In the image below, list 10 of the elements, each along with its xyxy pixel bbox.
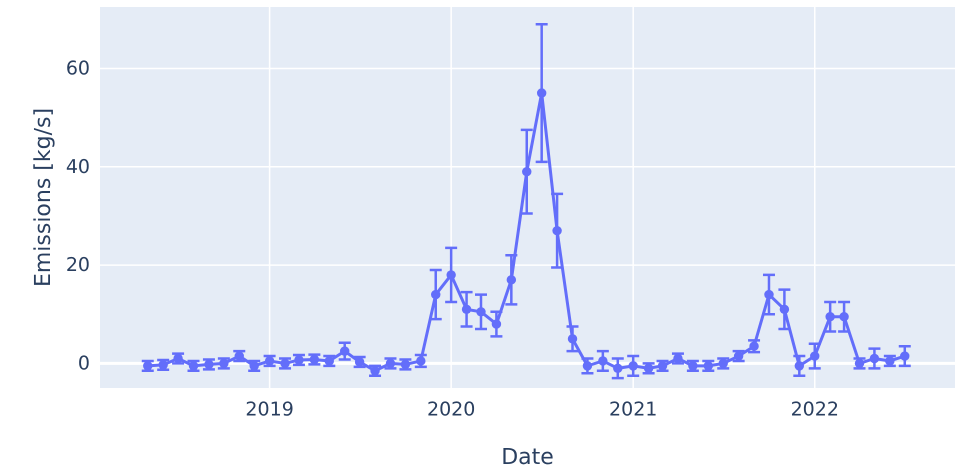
y-tick-label: 40 xyxy=(66,156,90,178)
x-tick-label: 2019 xyxy=(245,398,294,420)
x-tick-label: 2021 xyxy=(609,398,658,420)
y-tick-label: 20 xyxy=(66,254,90,276)
x-tick-label: 2022 xyxy=(790,398,839,420)
y-axis-title: Emissions [kg/s] xyxy=(31,108,56,288)
x-axis-title: Date xyxy=(501,445,554,470)
x-tick-label: 2020 xyxy=(426,398,476,420)
y-tick-label: 0 xyxy=(78,352,90,374)
y-tick-label: 60 xyxy=(66,58,90,80)
